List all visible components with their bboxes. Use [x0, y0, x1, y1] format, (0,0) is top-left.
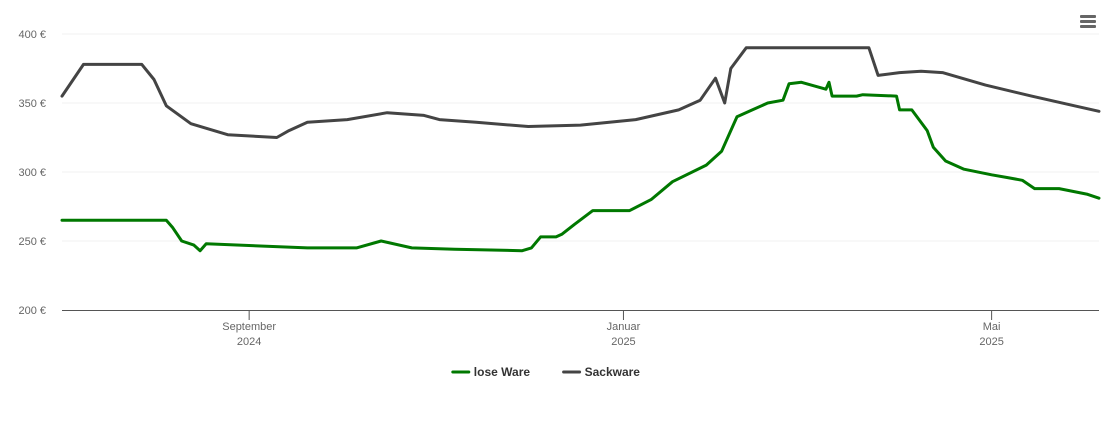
legend-item: Sackware [562, 365, 641, 379]
series-line-sackware [60, 46, 1101, 139]
legend-label: Sackware [585, 365, 641, 379]
series-line-lose-ware [60, 80, 1101, 253]
legend-item: lose Ware [451, 365, 531, 379]
y-tick-label: 200 € [18, 305, 46, 317]
grid-layer [62, 33, 1099, 242]
y-axis-ticks: 200 € 250 € 300 € 350 € 400 € [18, 29, 46, 317]
y-tick-label: 250 € [18, 236, 46, 248]
x-tick-label-year: 2024 [237, 336, 261, 348]
x-tick-label-month: Januar [607, 321, 641, 333]
x-tick-label-year: 2025 [611, 336, 635, 348]
x-tick-label-year: 2025 [979, 336, 1003, 348]
legend: lose Ware Sackware [451, 365, 641, 379]
x-tick-label-month: Mai [983, 321, 1001, 333]
y-tick-label: 300 € [18, 167, 46, 179]
y-tick-label: 350 € [18, 98, 46, 110]
x-axis-ticks: September 2024 Januar 2025 Mai 2025 [222, 310, 1004, 348]
y-tick-label: 400 € [18, 29, 46, 41]
series-layer [60, 46, 1101, 253]
x-tick-label-month: September [222, 321, 276, 333]
legend-label: lose Ware [474, 365, 531, 379]
hamburger-menu-icon[interactable] [1076, 10, 1100, 34]
